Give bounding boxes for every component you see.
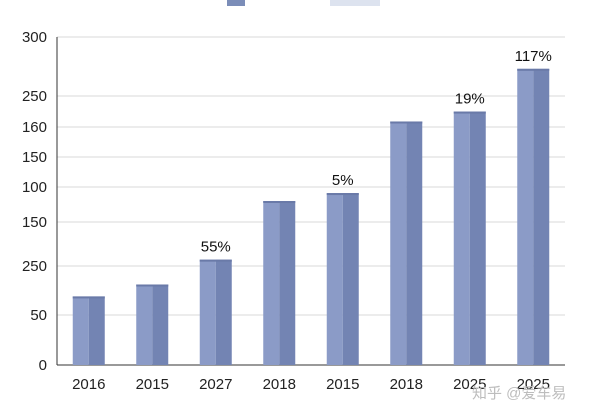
bar-2025 [517,68,550,365]
y-tick-label: 160 [22,119,47,136]
bars [72,68,550,365]
axes [56,37,565,366]
bar-face-left [517,68,534,365]
bar-face-left [390,121,407,365]
data-label: 5% [332,172,354,189]
legend [227,0,380,6]
bar-top [263,201,296,203]
bar-face-left [72,296,89,365]
bar-top [517,68,550,71]
bar-2015 [136,284,169,365]
bar-top [453,111,486,114]
bar-face-right [342,193,359,365]
bar-face-left [453,111,470,365]
bar-face-right [215,259,232,365]
bar-face-left [326,193,343,365]
x-tick-labels: 2016 2015 2027 2018 2015 2018 2025 2025 [72,376,550,393]
x-tick-label: 2016 [72,376,105,393]
bar-2018 [263,201,296,365]
bar-2015 [326,193,359,365]
bar-top [72,296,105,299]
legend-swatch-1 [330,0,380,6]
bar-face-left [136,284,153,365]
x-tick-label: 2027 [199,376,232,393]
bar-face-right [279,201,296,365]
x-tick-label: 2018 [263,376,296,393]
bar-2016 [72,296,105,365]
x-tick-label: 2015 [136,376,169,393]
data-label: 19% [455,91,485,108]
bar-top [136,284,169,287]
bar-face-left [199,259,216,365]
bar-top [390,121,423,124]
y-tick-label: 50 [30,307,47,324]
y-tick-labels: 0 50 250 150 100 150 160 250 300 [22,29,47,374]
y-tick-label: 100 [22,179,47,196]
y-tick-label: 150 [22,214,47,231]
x-tick-label: 2025 [453,376,486,393]
bar-face-right [469,111,486,365]
legend-swatch-0 [227,0,245,6]
x-tick-label: 2025 [517,376,550,393]
bar-face-right [88,296,105,365]
data-labels: 55% 5% 19% 117% [201,48,552,256]
y-tick-label: 150 [22,149,47,166]
bar-2018 [390,121,423,365]
bar-face-right [152,284,169,365]
watermark: 知乎 @爱车易 [472,385,566,400]
x-tick-label: 2015 [326,376,359,393]
y-tick-label: 300 [22,29,47,46]
bar-face-right [533,68,550,365]
y-tick-label: 250 [22,88,47,105]
bar-face-right [406,121,423,365]
y-tick-label: 250 [22,258,47,275]
y-tick-label: 0 [39,357,47,374]
bar-2025 [453,111,486,365]
bar-top [199,259,232,262]
data-label: 55% [201,239,231,256]
x-tick-label: 2018 [390,376,423,393]
data-label: 117% [515,48,552,65]
grid-lines [57,36,565,316]
bar-top [326,193,359,196]
bar-face-left [263,201,280,365]
bar-2027 [199,259,232,365]
